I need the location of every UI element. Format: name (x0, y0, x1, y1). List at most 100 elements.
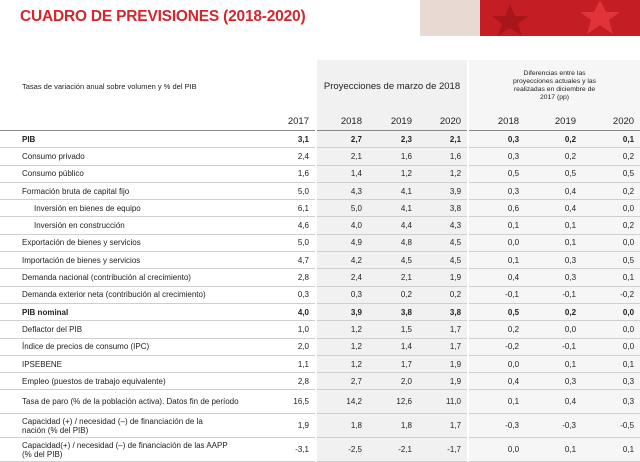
value-cell: 0,1 (467, 216, 526, 235)
value-cell: 2,1 (315, 147, 368, 166)
value-cell: 1,9 (418, 268, 469, 287)
value-cell: 0,5 (525, 165, 583, 183)
row-label: Empleo (puestos de trabajo equivalente) (0, 372, 268, 391)
row-label: Inversión en construcción (0, 216, 268, 235)
value-cell: 0,4 (525, 389, 583, 415)
value-cell: 0,3 (525, 268, 583, 287)
value-cell: 0,2 (368, 286, 418, 304)
value-cell: 1,8 (315, 413, 368, 439)
group-header: Proyecciones de marzo de 2018 (314, 60, 469, 112)
year-header: 2018 (467, 112, 526, 131)
value-cell: 1,0 (268, 320, 316, 339)
value-cell: 1,6 (268, 165, 316, 183)
value-cell: 0,5 (582, 165, 640, 183)
value-cell: 16,5 (268, 389, 316, 415)
row-label: Inversión en bienes de equipo (0, 199, 268, 218)
value-cell: 1,2 (315, 355, 368, 374)
value-cell: 0,1 (467, 251, 526, 270)
row-label: Capacidad(+) / necesidad (–) de financia… (0, 437, 268, 462)
value-cell: 0,0 (582, 320, 640, 339)
value-cell: 0,1 (582, 268, 640, 287)
value-cell: 0,0 (467, 234, 526, 253)
value-cell: 1,6 (368, 147, 418, 166)
value-cell: 0,5 (582, 251, 640, 270)
table-body: Tasas de variación anual sobre volumen y… (0, 60, 640, 462)
year-header: 2019 (368, 112, 418, 131)
row-label: Consumo público (0, 165, 268, 183)
value-cell: 4,2 (315, 251, 368, 270)
value-cell: 5,0 (315, 199, 368, 218)
value-cell: -0,5 (582, 413, 640, 439)
value-cell: 0,1 (525, 437, 583, 462)
row-label: IPSEBENE (0, 355, 268, 374)
value-cell: 6,1 (268, 199, 316, 218)
row-label: Formación bruta de capital fijo (0, 182, 268, 201)
value-cell: 1,9 (418, 355, 469, 374)
value-cell: 0,3 (467, 182, 526, 201)
value-cell: 0,2 (467, 320, 526, 339)
table-row: Capacidad (+) / necesidad (–) de financi… (0, 413, 640, 439)
value-cell: 4,7 (268, 251, 316, 270)
value-cell: -3,1 (268, 437, 316, 462)
value-cell: 0,3 (582, 389, 640, 415)
row-label: Importación de bienes y servicios (0, 251, 268, 270)
value-cell: 4,8 (368, 234, 418, 253)
row-label: Tasa de paro (% de la población activa).… (0, 389, 268, 415)
value-cell: 2,0 (268, 338, 316, 356)
forecast-table: Tasas de variación anual sobre volumen y… (0, 60, 640, 462)
value-cell: 0,2 (525, 130, 583, 149)
value-cell: 0,4 (467, 268, 526, 287)
value-cell: 1,2 (368, 165, 418, 183)
value-cell: 0,3 (268, 286, 316, 304)
value-cell: 0,3 (315, 286, 368, 304)
value-cell: 0,0 (582, 338, 640, 356)
row-label: Consumo privado (0, 147, 268, 166)
value-cell: 2,7 (315, 130, 368, 149)
value-cell: 0,2 (418, 286, 469, 304)
value-cell: 4,1 (368, 199, 418, 218)
row-label: PIB (0, 130, 268, 149)
table-row: Consumo público 1,6 1,4 1,2 1,2 0,5 0,5 0,5 (0, 165, 640, 183)
value-cell: 1,7 (368, 355, 418, 374)
value-cell: 1,4 (368, 338, 418, 356)
value-cell: -0,1 (467, 286, 526, 304)
value-cell: -0,1 (525, 338, 583, 356)
value-cell: 4,6 (268, 216, 316, 235)
table-row: Empleo (puestos de trabajo equivalente) 2… (0, 372, 640, 391)
value-cell: 3,1 (268, 130, 316, 149)
table-row: PIB nominal 4,0 3,9 3,8 3,8 0,5 0,2 0,0 (0, 303, 640, 322)
value-cell: 1,7 (418, 320, 469, 339)
group-header-row: Tasas de variación anual sobre volumen y… (0, 60, 640, 112)
value-cell: 1,2 (315, 338, 368, 356)
value-cell: 0,0 (467, 355, 526, 374)
value-cell: -0,2 (467, 338, 526, 356)
value-cell: 1,7 (418, 413, 469, 439)
value-cell: 0,6 (467, 199, 526, 218)
table-row: Formación bruta de capital fijo 5,0 4,3 4,1… (0, 182, 640, 201)
year-row: 2017 2018 2019 2020 2018 2019 2020 (0, 112, 640, 131)
value-cell: 2,1 (368, 268, 418, 287)
value-cell: 2,7 (315, 372, 368, 391)
value-cell: 5,0 (268, 182, 316, 201)
table-row: Importación de bienes y servicios 4,7 4,2 4… (0, 251, 640, 270)
value-cell: 4,5 (368, 251, 418, 270)
value-cell: 2,4 (315, 268, 368, 287)
value-cell: 0,2 (582, 216, 640, 235)
value-cell: 1,7 (418, 338, 469, 356)
table-row: Tasa de paro (% de la población activa).… (0, 389, 640, 415)
value-cell: 0,2 (582, 182, 640, 201)
value-cell: -0,1 (525, 286, 583, 304)
table-row: Demanda exterior neta (contribución al c… (0, 286, 640, 304)
year-header: 2017 (268, 112, 316, 131)
row-label: PIB nominal (0, 303, 268, 322)
value-cell: 0,1 (582, 130, 640, 149)
value-cell: 0,0 (582, 303, 640, 322)
value-cell: 1,1 (268, 355, 316, 374)
table-row: IPSEBENE 1,1 1,2 1,7 1,9 0,0 0,1 0,1 (0, 355, 640, 374)
group-header: Diferencias entre las proyecciones actua… (467, 60, 640, 112)
row-label: Exportación de bienes y servicios (0, 234, 268, 253)
value-cell: 1,5 (368, 320, 418, 339)
cell (0, 112, 268, 131)
value-cell: -0,3 (525, 413, 583, 439)
